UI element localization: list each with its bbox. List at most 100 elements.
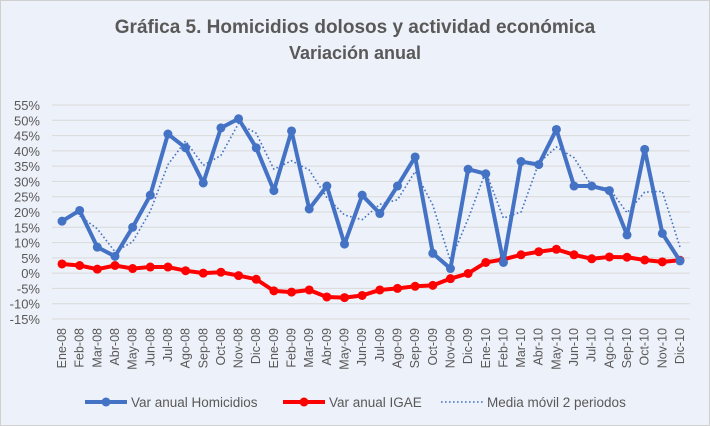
x-tick-label: May-10 xyxy=(549,328,563,370)
x-tick-label: Ago-08 xyxy=(179,328,193,368)
data-point-igae xyxy=(481,257,491,267)
data-point-homicidios xyxy=(92,242,102,252)
x-tick-label: Dic-09 xyxy=(461,328,475,364)
data-point-igae xyxy=(410,281,420,291)
x-tick-label: Feb-09 xyxy=(285,328,299,368)
data-point-homicidios xyxy=(410,152,420,162)
data-point-igae xyxy=(340,293,350,303)
y-tick-label: 15% xyxy=(14,220,40,235)
x-tick-label: Jul-08 xyxy=(161,328,175,362)
x-tick-label: Nov-10 xyxy=(655,328,669,368)
data-point-igae xyxy=(445,274,455,284)
y-tick-label: 50% xyxy=(14,113,40,128)
x-tick-label: Sep-08 xyxy=(196,328,210,368)
y-tick-label: 40% xyxy=(14,144,40,159)
x-tick-label: Jun-08 xyxy=(143,328,157,366)
data-point-homicidios xyxy=(569,181,579,191)
data-point-homicidios xyxy=(498,257,508,267)
x-tick-label: Jul-10 xyxy=(585,328,599,362)
data-point-igae xyxy=(587,254,597,264)
x-tick-label: Jun-09 xyxy=(355,328,369,366)
x-tick-label: Mar-08 xyxy=(90,328,104,368)
x-tick-label: Sep-10 xyxy=(620,328,634,368)
x-tick-label: Abr-08 xyxy=(108,328,122,366)
data-point-homicidios xyxy=(75,205,85,215)
data-point-homicidios xyxy=(322,181,332,191)
data-point-igae xyxy=(145,262,155,272)
data-point-homicidios xyxy=(604,186,614,196)
y-tick-label: 0% xyxy=(21,266,40,281)
data-point-homicidios xyxy=(57,216,67,226)
y-tick-label: 30% xyxy=(14,174,40,189)
data-point-homicidios xyxy=(481,169,491,179)
data-point-homicidios xyxy=(392,181,402,191)
chart-title: Gráfica 5. Homicidios dolosos y activida… xyxy=(115,17,596,38)
data-point-igae xyxy=(92,264,102,274)
data-point-igae xyxy=(322,292,332,302)
data-point-igae xyxy=(304,285,314,295)
data-point-igae xyxy=(657,257,667,267)
x-tick-label: Feb-10 xyxy=(496,328,510,368)
y-tick-label: -15% xyxy=(10,312,41,327)
data-point-homicidios xyxy=(234,114,244,124)
legend-label: Var anual Homicidios xyxy=(131,395,258,410)
data-point-homicidios xyxy=(551,124,561,134)
data-point-igae xyxy=(375,285,385,295)
legend-label: Media móvil 2 periodos xyxy=(487,395,626,410)
data-point-igae xyxy=(216,267,226,277)
y-tick-label: 35% xyxy=(14,159,40,174)
chart-subtitle: Variación anual xyxy=(289,43,421,63)
x-tick-label: Abr-10 xyxy=(532,328,546,366)
data-point-homicidios xyxy=(675,256,685,266)
data-point-homicidios xyxy=(198,178,208,188)
y-tick-label: -5% xyxy=(17,281,41,296)
y-tick-label: 10% xyxy=(14,236,40,251)
data-point-igae xyxy=(516,250,526,260)
y-tick-label: 5% xyxy=(21,251,40,266)
y-tick-label: 55% xyxy=(14,98,40,113)
data-point-igae xyxy=(534,247,544,257)
series-line-moving-average xyxy=(79,122,681,264)
data-point-homicidios xyxy=(587,181,597,191)
x-tick-label: Sep-09 xyxy=(408,328,422,368)
data-point-homicidios xyxy=(340,239,350,249)
x-tick-label: Ene-08 xyxy=(55,328,69,368)
series-line-homicidios xyxy=(60,116,682,271)
data-point-igae xyxy=(110,261,120,270)
x-tick-label: Oct-08 xyxy=(214,328,228,366)
x-tick-label: Feb-08 xyxy=(73,328,87,368)
data-point-igae xyxy=(198,268,208,278)
legend-marker xyxy=(299,397,309,407)
data-point-homicidios xyxy=(357,190,367,200)
data-point-homicidios xyxy=(640,144,650,154)
x-tick-label: May-09 xyxy=(338,328,352,370)
data-point-homicidios xyxy=(304,204,314,214)
x-tick-label: Ago-09 xyxy=(390,328,404,368)
x-tick-label: Ago-10 xyxy=(602,328,616,368)
data-point-igae xyxy=(234,271,244,281)
legend-label: Var anual IGAE xyxy=(329,395,422,410)
data-point-igae xyxy=(287,287,297,297)
data-point-homicidios xyxy=(657,228,667,238)
data-point-homicidios xyxy=(463,164,473,174)
data-point-igae xyxy=(57,259,67,269)
data-point-homicidios xyxy=(622,230,632,240)
data-point-igae xyxy=(269,286,279,296)
data-point-igae xyxy=(622,252,632,262)
x-tick-label: Oct-09 xyxy=(426,328,440,366)
data-point-igae xyxy=(128,264,138,274)
x-tick-label: Oct-10 xyxy=(638,328,652,366)
data-point-homicidios xyxy=(181,143,191,153)
data-point-igae xyxy=(251,274,261,284)
x-tick-label: Dic-08 xyxy=(249,328,263,364)
x-tick-label: Nov-08 xyxy=(232,328,246,368)
data-point-homicidios xyxy=(163,129,173,139)
data-point-homicidios xyxy=(428,248,438,258)
data-point-homicidios xyxy=(445,264,455,274)
data-point-homicidios xyxy=(251,143,261,153)
data-point-igae xyxy=(604,252,614,262)
x-tick-label: Mar-10 xyxy=(514,328,528,368)
x-tick-label: May-08 xyxy=(126,328,140,370)
x-tick-label: Ene-09 xyxy=(267,328,281,368)
